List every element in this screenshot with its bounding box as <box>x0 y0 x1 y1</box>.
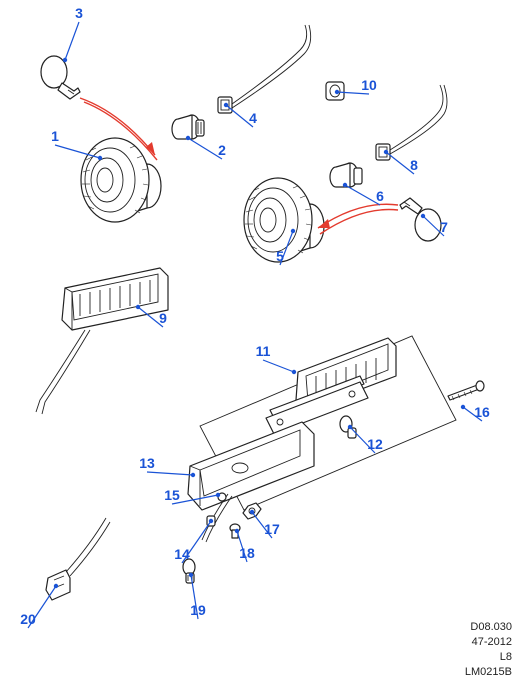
callout-dot-11 <box>292 370 296 374</box>
callout-number-4: 4 <box>249 110 257 126</box>
parts-diagram: 1234567891011121314151617181920 D08.030 … <box>0 0 522 687</box>
part-bulb-right <box>400 198 441 241</box>
callout-number-15: 15 <box>164 487 180 503</box>
assembly-arrow-bulb-right <box>318 204 398 234</box>
callout-number-1: 1 <box>51 128 59 144</box>
callout-dot-3 <box>63 58 67 62</box>
callout-number-12: 12 <box>367 436 383 452</box>
callout-dot-15 <box>216 493 220 497</box>
callout-number-2: 2 <box>218 142 226 158</box>
meta-block: D08.030 47-2012 L8 LM0215B <box>465 621 512 678</box>
meta-code2: 47-2012 <box>472 636 512 648</box>
callout-number-6: 6 <box>376 188 384 204</box>
callout-number-9: 9 <box>159 310 167 326</box>
callout-dot-19 <box>189 573 193 577</box>
callout-dot-16 <box>461 405 465 409</box>
callout-dot-9 <box>136 305 140 309</box>
callout-number-18: 18 <box>239 545 255 561</box>
callout-number-8: 8 <box>410 157 418 173</box>
callout-dot-4 <box>224 103 228 107</box>
callout-number-5: 5 <box>276 248 284 264</box>
callout-leader-13 <box>147 472 193 475</box>
callout-leader-6 <box>345 185 380 205</box>
callout-dot-13 <box>191 473 195 477</box>
meta-code3: L8 <box>500 651 512 663</box>
part-plate-lamp-assy <box>36 268 168 414</box>
callout-leader-11 <box>263 360 294 372</box>
callout-dot-8 <box>384 150 388 154</box>
callout-dot-20 <box>54 584 58 588</box>
part-grommet <box>326 82 344 100</box>
part-screw-long-16 <box>448 381 484 400</box>
callout-dot-18 <box>235 529 239 533</box>
callout-dot-12 <box>348 425 352 429</box>
callout-number-7: 7 <box>440 219 448 235</box>
callout-number-13: 13 <box>139 455 155 471</box>
callout-dot-6 <box>343 183 347 187</box>
part-bulb-left <box>41 56 80 99</box>
part-bulb-19 <box>183 559 195 583</box>
part-lamp-front-right <box>244 178 324 262</box>
callout-leader-2 <box>188 138 222 159</box>
callout-number-3: 3 <box>75 5 83 21</box>
callout-dot-1 <box>98 156 102 160</box>
callout-number-17: 17 <box>264 521 280 537</box>
callout-dot-14 <box>209 519 213 523</box>
callout-dot-10 <box>335 90 339 94</box>
callout-number-11: 11 <box>256 343 271 359</box>
callout-number-14: 14 <box>174 546 190 562</box>
callout-number-16: 16 <box>474 404 490 420</box>
callout-number-10: 10 <box>361 77 377 93</box>
callout-dot-7 <box>421 214 425 218</box>
callout-number-19: 19 <box>190 602 206 618</box>
part-bulb-holder-left <box>172 115 204 139</box>
meta-code4: LM0215B <box>465 666 512 678</box>
part-connector-left <box>218 25 311 113</box>
part-connector-right <box>376 85 447 160</box>
meta-code1: D08.030 <box>470 621 512 633</box>
callout-dot-17 <box>250 510 254 514</box>
callout-number-20: 20 <box>20 611 36 627</box>
callout-leader-3 <box>65 22 79 60</box>
callout-dot-5 <box>291 229 295 233</box>
callout-dot-2 <box>186 136 190 140</box>
